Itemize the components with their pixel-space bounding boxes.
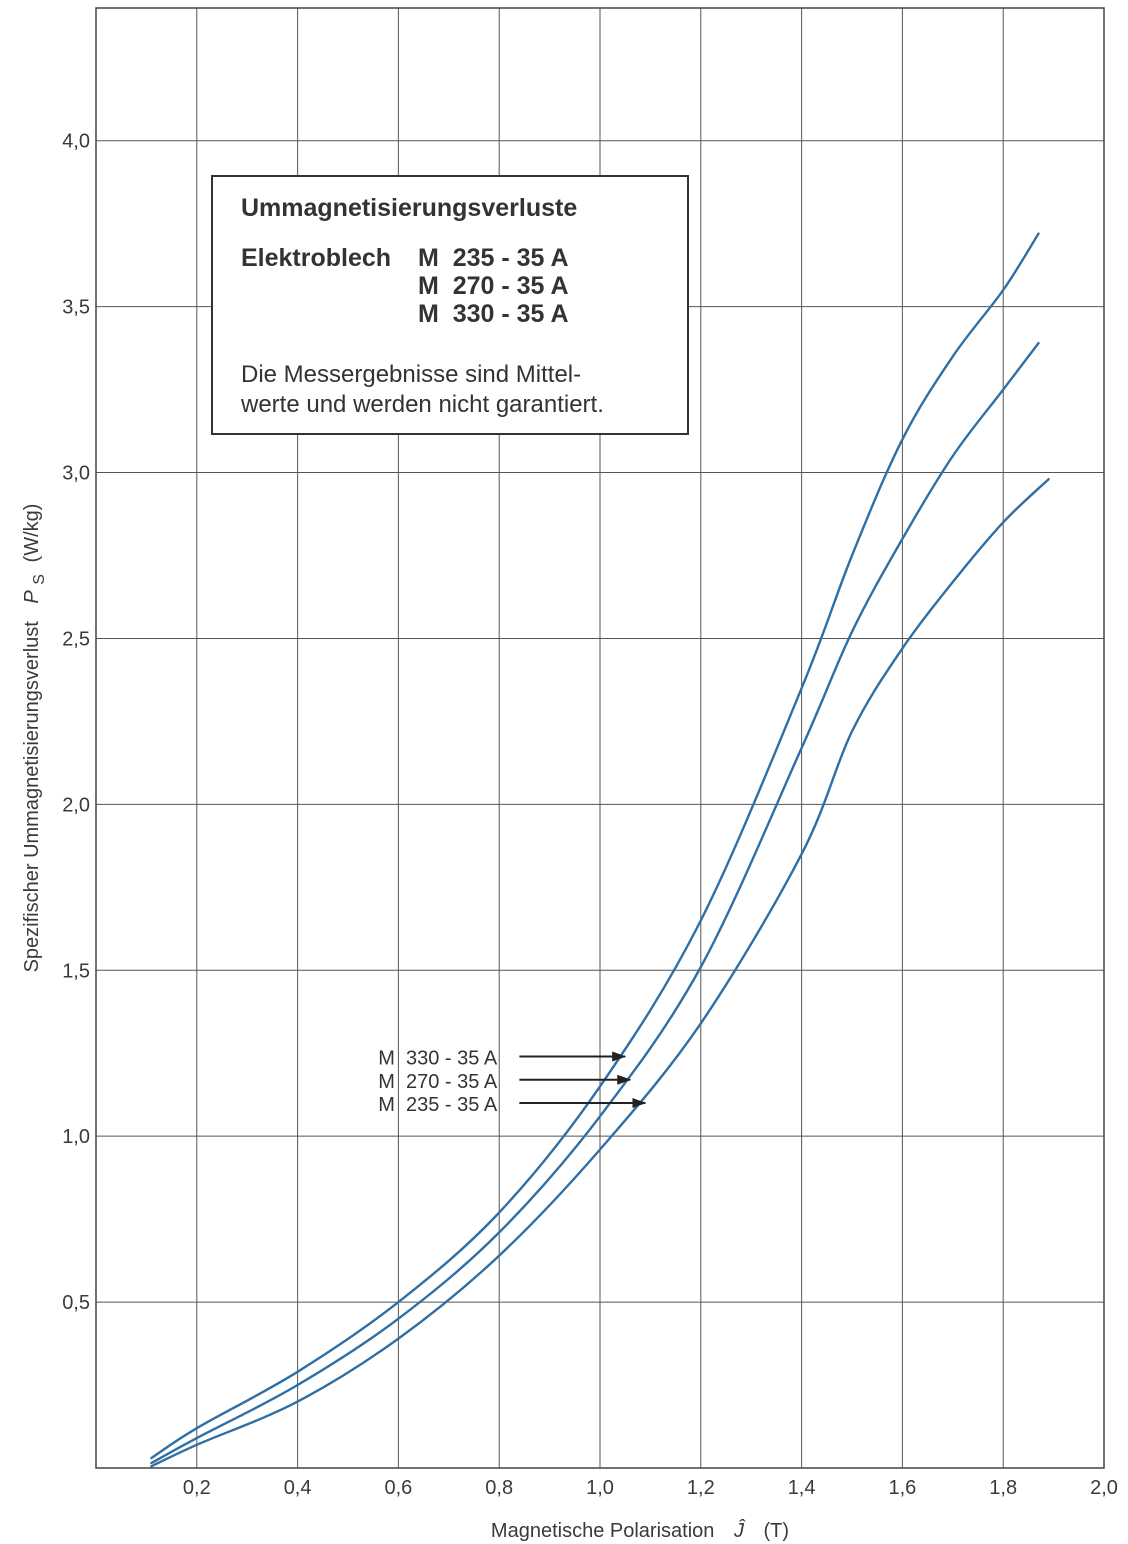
y-tick-label: 4,0 bbox=[62, 131, 90, 153]
callout-label-1: M 330 - 35 A bbox=[378, 1048, 498, 1070]
series-line-2 bbox=[150, 341, 1040, 1465]
x-tick-label: 0,8 bbox=[485, 1477, 513, 1499]
y-tick-label: 3,5 bbox=[62, 297, 90, 319]
series-lines bbox=[150, 232, 1050, 1468]
x-tick-label: 0,4 bbox=[284, 1477, 312, 1499]
y-axis-label: Spezifischer Ummagnetisierungsverlust bbox=[21, 621, 43, 973]
grid bbox=[96, 8, 1104, 1468]
y-tick-label: 2,0 bbox=[62, 794, 90, 816]
legend-note-line-1: Die Messergebnisse sind Mittel- bbox=[241, 361, 581, 388]
y-tick-label: 2,5 bbox=[62, 628, 90, 650]
x-axis-label: Magnetische Polarisation bbox=[491, 1520, 714, 1542]
legend-material-3: M 330 - 35 A bbox=[418, 300, 569, 328]
plot-frame bbox=[95, 7, 1105, 1469]
x-tick-label: 0,6 bbox=[384, 1477, 412, 1499]
x-tick-label: 2,0 bbox=[1090, 1477, 1118, 1499]
y-tick-label: 1,5 bbox=[62, 960, 90, 982]
x-tick-label: 0,2 bbox=[183, 1477, 211, 1499]
legend-title: Ummagnetisierungsverluste bbox=[241, 194, 577, 222]
x-axis-unit: (T) bbox=[764, 1520, 790, 1542]
callout-label-3: M 235 - 35 A bbox=[378, 1094, 498, 1116]
x-axis-symbol: Ĵ bbox=[733, 1519, 746, 1542]
y-tick-labels: 0,5 1,0 1,5 2,0 2,5 3,0 3,5 4,0 bbox=[62, 131, 90, 1314]
series-line-3 bbox=[150, 478, 1050, 1468]
x-tick-labels: 0,2 0,4 0,6 0,8 1,0 1,2 1,4 1,6 1,8 2,0 bbox=[183, 1477, 1118, 1499]
y-axis-symbol: P bbox=[21, 590, 43, 604]
y-axis-unit: (W/kg) bbox=[21, 504, 43, 563]
x-tick-label: 1,8 bbox=[989, 1477, 1017, 1499]
x-axis-title: Magnetische Polarisation Ĵ (T) bbox=[491, 1519, 789, 1542]
x-tick-label: 1,4 bbox=[788, 1477, 816, 1499]
legend-frame bbox=[211, 175, 689, 435]
x-tick-label: 1,0 bbox=[586, 1477, 614, 1499]
y-axis-title: Spezifischer Ummagnetisierungsverlust P … bbox=[21, 504, 49, 973]
series-line-1 bbox=[150, 232, 1040, 1460]
y-tick-label: 3,0 bbox=[62, 463, 90, 485]
legend-material-2: M 270 - 35 A bbox=[418, 272, 569, 300]
y-tick-label: 0,5 bbox=[62, 1292, 90, 1314]
y-tick-label: 1,0 bbox=[62, 1126, 90, 1148]
series-callouts: M 330 - 35 AM 270 - 35 AM 235 - 35 A bbox=[378, 1048, 647, 1116]
x-tick-label: 1,2 bbox=[687, 1477, 715, 1499]
legend-material-label: Elektroblech bbox=[241, 244, 391, 272]
callout-label-2: M 270 - 35 A bbox=[378, 1071, 498, 1093]
legend: Ummagnetisierungsverluste Elektroblech M… bbox=[211, 175, 689, 435]
legend-note-line-2: werte und werden nicht garantiert. bbox=[240, 391, 604, 418]
x-tick-label: 1,6 bbox=[888, 1477, 916, 1499]
legend-material-1: M 235 - 35 A bbox=[418, 244, 569, 272]
y-axis-subscript: S bbox=[31, 574, 48, 585]
